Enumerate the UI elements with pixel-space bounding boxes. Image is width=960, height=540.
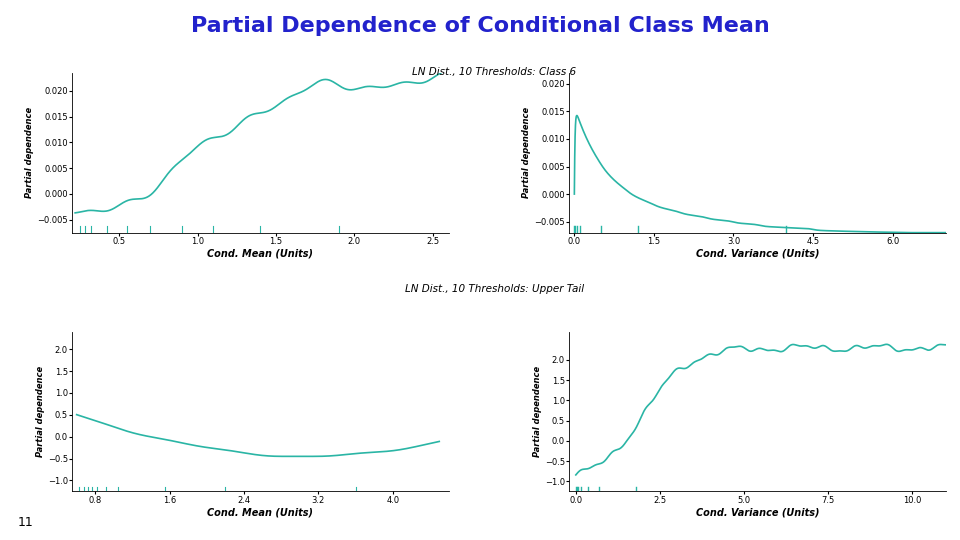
Y-axis label: Partial dependence: Partial dependence bbox=[533, 366, 542, 457]
Y-axis label: Partial dependence: Partial dependence bbox=[522, 107, 532, 198]
X-axis label: Cond. Mean (Units): Cond. Mean (Units) bbox=[207, 508, 313, 517]
X-axis label: Cond. Variance (Units): Cond. Variance (Units) bbox=[696, 508, 819, 517]
Text: Partial Dependence of Conditional Class Mean: Partial Dependence of Conditional Class … bbox=[191, 16, 769, 36]
X-axis label: Cond. Variance (Units): Cond. Variance (Units) bbox=[696, 248, 819, 259]
Text: LN Dist., 10 Thresholds: Upper Tail: LN Dist., 10 Thresholds: Upper Tail bbox=[405, 284, 584, 294]
Text: LN Dist., 10 Thresholds: Class 6: LN Dist., 10 Thresholds: Class 6 bbox=[413, 68, 576, 78]
Text: 11: 11 bbox=[17, 516, 33, 529]
X-axis label: Cond. Mean (Units): Cond. Mean (Units) bbox=[207, 248, 313, 259]
Y-axis label: Partial dependence: Partial dependence bbox=[36, 366, 45, 457]
Y-axis label: Partial dependence: Partial dependence bbox=[25, 107, 35, 198]
